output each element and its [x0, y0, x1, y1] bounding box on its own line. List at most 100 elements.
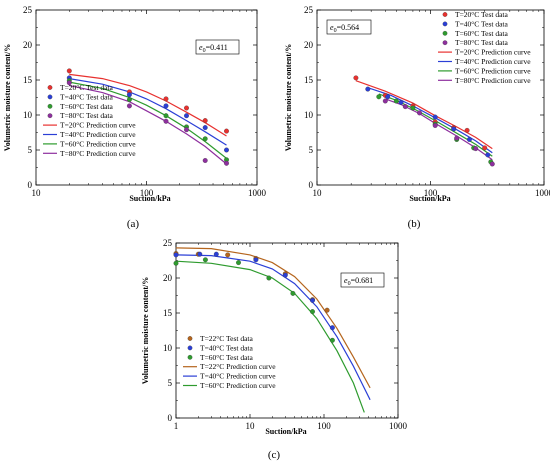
data-point — [66, 80, 72, 86]
x-tick-label: 10 — [246, 421, 256, 431]
x-tick-label: 100 — [317, 421, 331, 431]
data-point — [213, 251, 219, 257]
void-ratio-subscript: 0 — [348, 281, 351, 287]
y-axis-label: Volumetric moisture content/% — [284, 44, 293, 152]
legend-marker — [187, 354, 193, 360]
data-point — [173, 260, 179, 266]
data-point — [266, 275, 272, 281]
series-line — [175, 254, 371, 401]
x-tick-label: 10 — [313, 188, 323, 198]
void-ratio-box — [195, 39, 240, 55]
legend-label: T=60°C Test data — [60, 102, 113, 111]
chart-1: 10 100 1000 0 5 10 15 20 25 Suction/kPa Volumetric… — [3, 5, 267, 230]
y-tick-label: 15 — [304, 75, 314, 85]
void-ratio-value: =0.411 — [206, 43, 228, 52]
y-axis-label: Volumetric moisture content/% — [141, 277, 150, 385]
legend-label: T=60°C Prediction curve — [455, 66, 531, 75]
data-point — [202, 158, 208, 163]
void-ratio-value: =0.681 — [351, 276, 374, 285]
y-tick-label: 20 — [163, 273, 173, 283]
void-ratio-value: =0.564 — [337, 23, 360, 32]
y-axis-label: Volumetric moisture content/% — [3, 44, 12, 152]
data-point — [163, 118, 169, 124]
data-point — [353, 75, 359, 81]
data-point — [365, 86, 371, 92]
legend-label: T=40°C Test data — [200, 343, 253, 352]
data-point — [402, 104, 408, 110]
void-ratio-label: e0=0.564 — [330, 23, 359, 34]
void-ratio-label: e0=0.681 — [344, 276, 373, 287]
legend-marker — [47, 103, 53, 109]
y-tick-label: 10 — [23, 110, 33, 120]
data-point — [184, 113, 189, 119]
x-tick-label: 1000 — [389, 421, 408, 431]
series-line — [69, 81, 227, 159]
data-point — [224, 128, 229, 134]
legend-label: T=40°C Prediction curve — [455, 57, 531, 66]
x-tick-label: 1 — [174, 421, 179, 431]
void-ratio-box — [340, 272, 385, 288]
legend-label: T=20°C Test data — [455, 10, 508, 19]
legend-label: T=60°C Test data — [200, 353, 253, 362]
data-point — [454, 135, 460, 141]
data-point — [385, 94, 391, 100]
legend-label: T=20°C Prediction curve — [60, 121, 136, 130]
legend-label: T=60°C Prediction curve — [60, 139, 136, 148]
legend-label: T=80°C Prediction curve — [60, 149, 136, 158]
y-tick-label: 0 — [309, 180, 314, 190]
y-tick-label: 15 — [163, 308, 173, 318]
data-point — [482, 145, 488, 151]
x-axis-label: Suction/kPa — [409, 194, 450, 203]
y-tick-label: 25 — [23, 5, 33, 15]
legend-label: T=60°C Test data — [455, 29, 508, 38]
data-point — [197, 251, 203, 257]
void-ratio-subscript: 0 — [334, 28, 337, 34]
void-ratio-symbol: e — [330, 23, 334, 32]
series-line — [175, 247, 371, 389]
legend-label: T=40°C Test data — [60, 92, 113, 101]
data-point — [398, 99, 404, 105]
data-point — [184, 105, 189, 111]
void-ratio-box — [326, 19, 372, 35]
data-point — [225, 252, 231, 258]
data-point — [202, 118, 208, 124]
legend-marker — [442, 12, 448, 17]
y-tick-label: 10 — [163, 343, 173, 353]
data-point — [382, 98, 388, 104]
void-ratio-symbol: e — [199, 43, 203, 52]
data-point — [464, 127, 470, 133]
data-point — [126, 97, 132, 103]
legend-marker — [187, 345, 193, 351]
data-point — [417, 110, 422, 116]
x-axis-label: Suction/kPa — [129, 194, 170, 203]
x-tick-label: 100 — [140, 188, 154, 198]
y-tick-label: 5 — [28, 145, 33, 155]
x-tick-label: 100 — [424, 188, 438, 198]
data-point — [126, 103, 132, 109]
data-point — [202, 125, 208, 131]
data-point — [324, 307, 330, 313]
y-tick-label: 10 — [304, 110, 314, 120]
legend-marker — [442, 21, 448, 27]
x-tick-label: 1000 — [535, 188, 550, 198]
data-point — [282, 272, 288, 278]
legend-label: T=80°C Prediction curve — [455, 76, 531, 85]
series-line — [69, 85, 227, 165]
series-line — [69, 73, 227, 137]
data-point — [202, 136, 208, 142]
data-point — [163, 103, 169, 109]
plot-frame — [175, 242, 399, 419]
data-point — [184, 127, 189, 133]
plot-frame — [316, 9, 545, 186]
data-point — [376, 94, 382, 100]
data-point — [466, 137, 472, 142]
data-point — [485, 152, 491, 158]
void-ratio-subscript: 0 — [203, 48, 206, 54]
void-ratio-label: e0=0.411 — [199, 43, 228, 54]
legend-label: T=22°C Prediction curve — [200, 362, 276, 371]
data-point — [126, 92, 132, 98]
y-tick-label: 5 — [309, 145, 314, 155]
y-tick-label: 20 — [23, 40, 33, 50]
legend-label: T=80°C Test data — [60, 111, 113, 120]
